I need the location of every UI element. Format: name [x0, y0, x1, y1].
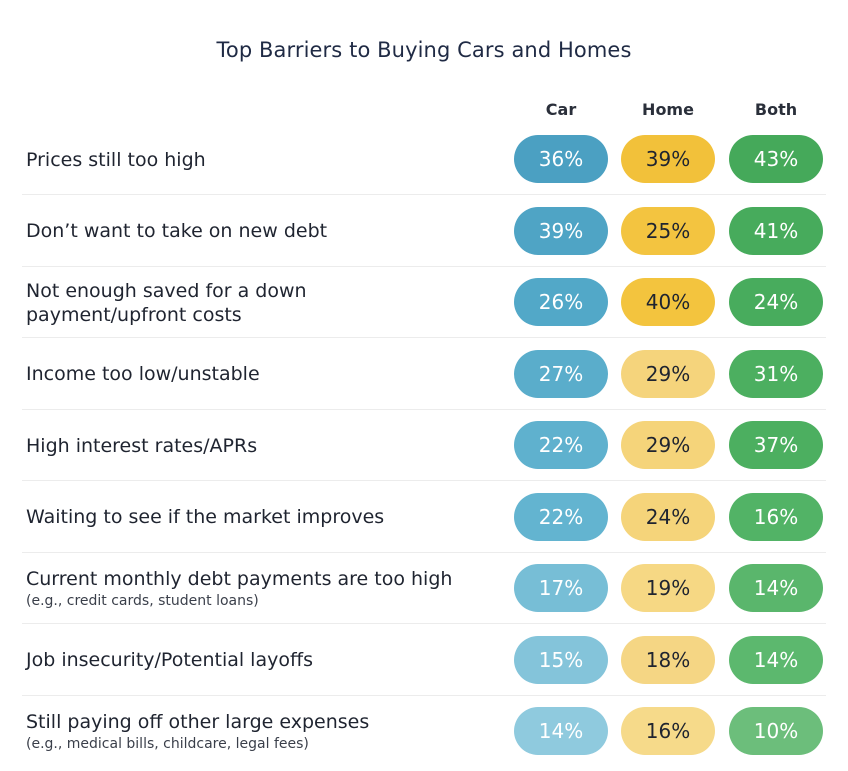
- value-pill-both: 24%: [729, 278, 823, 326]
- value-pill-car: 22%: [514, 421, 608, 469]
- barrier-label: Job insecurity/Potential layoffs: [26, 649, 313, 671]
- column-header-home: Home: [642, 100, 694, 119]
- barrier-label: High interest rates/APRs: [26, 434, 258, 457]
- value-pill-home: 29%: [621, 421, 715, 469]
- column-header-car: Car: [545, 100, 577, 119]
- barrier-label: Don’t want to take on new debt: [26, 220, 328, 242]
- table-row: High interest rates/APRs 22% 29% 37%: [0, 410, 848, 481]
- row-divider: [22, 694, 826, 696]
- value-pill-both: 43%: [729, 135, 823, 183]
- table-row: Waiting to see if the market improves 22%…: [0, 482, 848, 553]
- row-divider: [22, 551, 826, 553]
- row-divider: [22, 623, 826, 624]
- value-pill-both: 14%: [729, 564, 823, 612]
- row-divider: [22, 194, 826, 195]
- value-pill-home: 29%: [621, 349, 715, 398]
- barrier-label: Income too low/unstable: [26, 363, 260, 385]
- row-label: High interest rates/APRs: [26, 410, 496, 481]
- row-label: Income too low/unstable: [26, 339, 496, 410]
- row-label: Prices still too high: [26, 124, 496, 195]
- chart-title: Top Barriers to Buying Cars and Homes: [216, 38, 632, 62]
- value-pill-car: 17%: [514, 564, 608, 612]
- barrier-label: Current monthly debt payments are too hi…: [26, 568, 453, 590]
- table-row: Still paying off other large expenses (e.…: [0, 696, 848, 767]
- value-pill-home: 16%: [621, 707, 715, 755]
- value-pill-both: 31%: [729, 349, 823, 398]
- value-pill-both: 10%: [729, 707, 823, 755]
- row-divider: [22, 337, 826, 338]
- value-pill-both: 14%: [729, 635, 823, 684]
- barrier-label: Prices still too high: [26, 148, 206, 171]
- barrier-note: (e.g., credit cards, student loans): [26, 593, 259, 609]
- value-pill-home: 18%: [621, 635, 715, 684]
- value-pill-car: 27%: [514, 349, 608, 398]
- barrier-note: (e.g., medical bills, childcare, legal f…: [26, 736, 309, 752]
- value-pill-car: 14%: [514, 707, 608, 755]
- barrier-label: Not enough saved for a down payment/upfr…: [26, 279, 307, 326]
- value-pill-both: 16%: [729, 492, 823, 541]
- value-pill-car: 39%: [514, 206, 608, 255]
- row-label: Not enough saved for a down payment/upfr…: [26, 267, 496, 338]
- row-label: Job insecurity/Potential layoffs: [26, 625, 496, 696]
- value-pill-home: 24%: [621, 492, 715, 541]
- table-row: Not enough saved for a down payment/upfr…: [0, 267, 848, 338]
- row-label: Current monthly debt payments are too hi…: [26, 553, 496, 624]
- value-pill-home: 19%: [621, 564, 715, 612]
- table-row: Prices still too high 36% 39% 43%: [0, 124, 848, 195]
- table-row: Income too low/unstable 27% 29% 31%: [0, 339, 848, 410]
- barrier-label: Waiting to see if the market improves: [26, 506, 385, 528]
- value-pill-car: 36%: [514, 135, 608, 183]
- table-row: Job insecurity/Potential layoffs 15% 18% 14…: [0, 625, 848, 696]
- value-pill-home: 40%: [621, 278, 715, 326]
- value-pill-both: 41%: [729, 206, 823, 255]
- column-header-both: Both: [754, 100, 798, 119]
- row-divider: [22, 408, 826, 410]
- row-divider: [22, 265, 826, 267]
- value-pill-home: 25%: [621, 206, 715, 255]
- barrier-label: Still paying off other large expenses: [26, 711, 370, 733]
- table-row: Don’t want to take on new debt 39% 25% 41%: [0, 196, 848, 267]
- row-label: Don’t want to take on new debt: [26, 196, 496, 267]
- row-label: Waiting to see if the market improves: [26, 482, 496, 553]
- row-divider: [22, 480, 826, 481]
- table-row: Current monthly debt payments are too hi…: [0, 553, 848, 624]
- value-pill-car: 26%: [514, 278, 608, 326]
- row-label: Still paying off other large expenses (e.…: [26, 696, 496, 767]
- value-pill-home: 39%: [621, 135, 715, 183]
- value-pill-car: 15%: [514, 635, 608, 684]
- value-pill-both: 37%: [729, 421, 823, 469]
- value-pill-car: 22%: [514, 492, 608, 541]
